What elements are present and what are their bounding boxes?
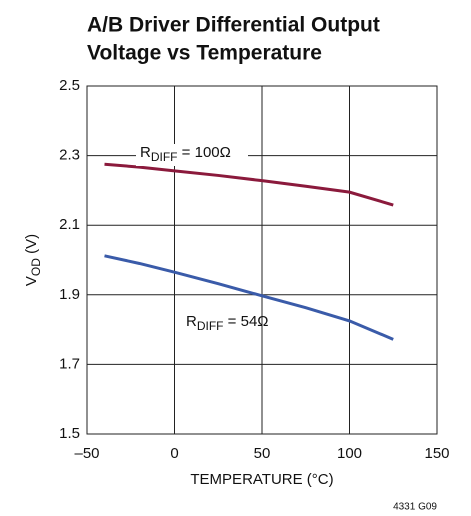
x-tick-label: 50 xyxy=(254,445,271,462)
x-tick-label: 0 xyxy=(170,445,178,462)
y-tick-label: 1.5 xyxy=(59,425,80,442)
x-axis-label: TEMPERATURE (°C) xyxy=(190,471,333,488)
series-label-part: DIFF xyxy=(197,319,224,333)
x-tick-label: 100 xyxy=(337,445,362,462)
footnote: 4331 G09 xyxy=(393,502,437,513)
x-tick-label: 150 xyxy=(424,445,449,462)
y-axis-label-part: OD xyxy=(29,258,43,276)
y-tick-label: 2.5 xyxy=(59,77,80,94)
y-axis-label: VOD (V) xyxy=(23,234,43,286)
series-line xyxy=(104,254,394,341)
series-label-part: R xyxy=(186,313,197,330)
series-label-part: R xyxy=(140,144,151,161)
y-tick-label: 1.9 xyxy=(59,286,80,303)
y-axis-label-part: V xyxy=(23,276,40,286)
chart-title: Voltage vs Temperature xyxy=(87,42,322,65)
y-tick-label: 2.1 xyxy=(59,216,80,233)
label-background xyxy=(136,144,248,166)
series-label: RDIFF = 100Ω xyxy=(140,144,231,164)
series-label-part: = 54Ω xyxy=(224,313,269,330)
chart-title: A/B Driver Differential Output xyxy=(87,14,380,37)
y-axis-label-part: (V) xyxy=(23,234,40,258)
series-line xyxy=(104,162,394,207)
y-tick-label: 2.3 xyxy=(59,147,80,164)
x-tick-label: –50 xyxy=(74,445,99,462)
series-label-part: = 100Ω xyxy=(178,144,231,161)
series-label-part: DIFF xyxy=(151,150,178,164)
y-tick-label: 1.7 xyxy=(59,355,80,372)
series-label: RDIFF = 54Ω xyxy=(186,313,269,333)
